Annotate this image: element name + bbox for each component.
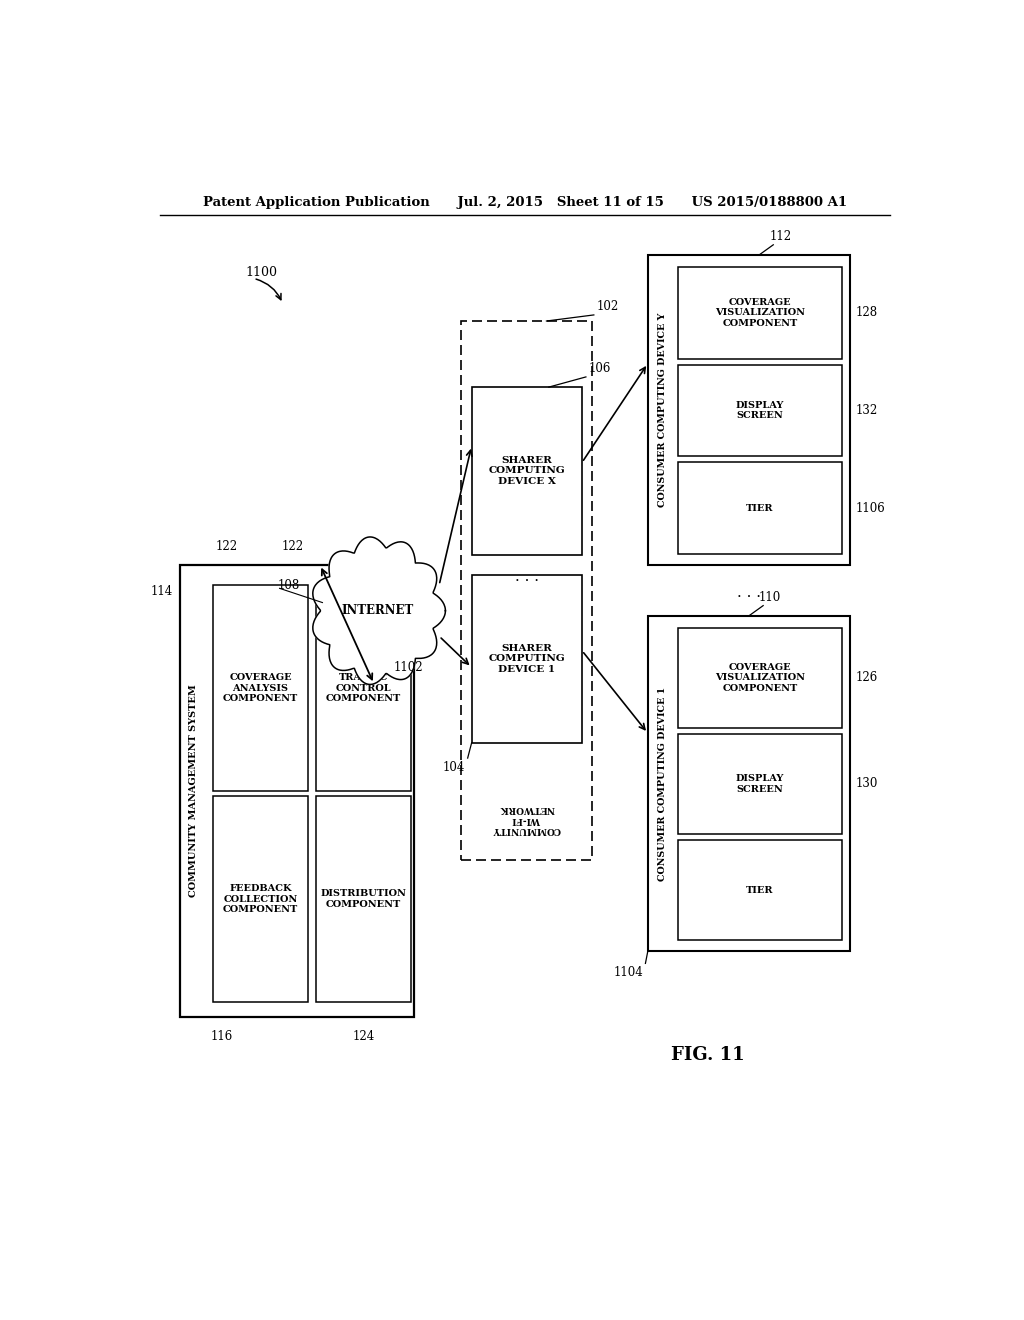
Text: COVERAGE
ANALYSIS
COMPONENT: COVERAGE ANALYSIS COMPONENT (223, 673, 298, 704)
Text: 1100: 1100 (246, 265, 278, 279)
Text: Patent Application Publication      Jul. 2, 2015   Sheet 11 of 15      US 2015/0: Patent Application Publication Jul. 2, 2… (203, 195, 847, 209)
Bar (648, 255, 850, 565)
Text: 102: 102 (596, 300, 618, 313)
Bar (678, 462, 843, 554)
Text: 122: 122 (282, 540, 304, 553)
Bar (678, 364, 843, 457)
Text: SHARER
COMPUTING
DEVICE 1: SHARER COMPUTING DEVICE 1 (488, 644, 565, 675)
Text: 1104: 1104 (614, 966, 644, 979)
Text: 116: 116 (211, 1031, 232, 1044)
Bar (648, 615, 850, 952)
Text: . . .: . . . (515, 570, 539, 585)
Text: FIG. 11: FIG. 11 (671, 1045, 744, 1064)
Text: 106: 106 (588, 362, 610, 375)
Bar (678, 734, 843, 834)
Bar (316, 796, 412, 1002)
Bar (213, 796, 308, 1002)
Text: 1106: 1106 (856, 502, 886, 515)
Text: TIER: TIER (746, 503, 774, 512)
Text: COMMUNITY MANAGEMENT SYSTEM: COMMUNITY MANAGEMENT SYSTEM (189, 685, 199, 898)
Text: DISPLAY
SCREEN: DISPLAY SCREEN (736, 401, 784, 420)
Bar (316, 585, 412, 791)
Text: 128: 128 (856, 306, 878, 319)
Bar (472, 576, 582, 743)
Text: COMMUNITY
WI-FI
NETWORK: COMMUNITY WI-FI NETWORK (493, 804, 561, 834)
Text: 108: 108 (278, 578, 299, 591)
Bar (472, 387, 582, 554)
Text: 124: 124 (352, 1031, 375, 1044)
Text: 1102: 1102 (394, 661, 424, 673)
Bar (461, 321, 592, 859)
Text: 110: 110 (759, 590, 781, 603)
Text: INTERNET: INTERNET (342, 605, 414, 618)
Text: SHARER
COMPUTING
DEVICE X: SHARER COMPUTING DEVICE X (488, 455, 565, 486)
Text: CONSUMER COMPUTING DEVICE 1: CONSUMER COMPUTING DEVICE 1 (657, 686, 667, 880)
Text: 114: 114 (151, 585, 173, 598)
Text: FEEDBACK
COLLECTION
COMPONENT: FEEDBACK COLLECTION COMPONENT (223, 884, 298, 913)
Text: 126: 126 (856, 672, 878, 685)
Text: . . .: . . . (737, 586, 761, 601)
Text: 132: 132 (856, 404, 878, 417)
Text: CONSUMER COMPUTING DEVICE Y: CONSUMER COMPUTING DEVICE Y (657, 313, 667, 507)
Text: TRAFFIC
CONTROL
COMPONENT: TRAFFIC CONTROL COMPONENT (326, 673, 401, 704)
Text: DISPLAY
SCREEN: DISPLAY SCREEN (736, 775, 784, 793)
Text: 122: 122 (215, 540, 238, 553)
Bar (179, 565, 414, 1018)
Bar (678, 840, 843, 940)
Bar (678, 267, 843, 359)
Text: COVERAGE
VISUALIZATION
COMPONENT: COVERAGE VISUALIZATION COMPONENT (715, 663, 805, 693)
Bar (213, 585, 308, 791)
Text: DISTRIBUTION
COMPONENT: DISTRIBUTION COMPONENT (321, 890, 407, 908)
Text: 104: 104 (443, 762, 465, 774)
Bar (678, 628, 843, 727)
Text: TIER: TIER (746, 886, 774, 895)
Text: 130: 130 (856, 777, 879, 791)
Polygon shape (312, 537, 445, 685)
Text: COVERAGE
VISUALIZATION
COMPONENT: COVERAGE VISUALIZATION COMPONENT (715, 298, 805, 327)
Text: 112: 112 (769, 230, 792, 243)
